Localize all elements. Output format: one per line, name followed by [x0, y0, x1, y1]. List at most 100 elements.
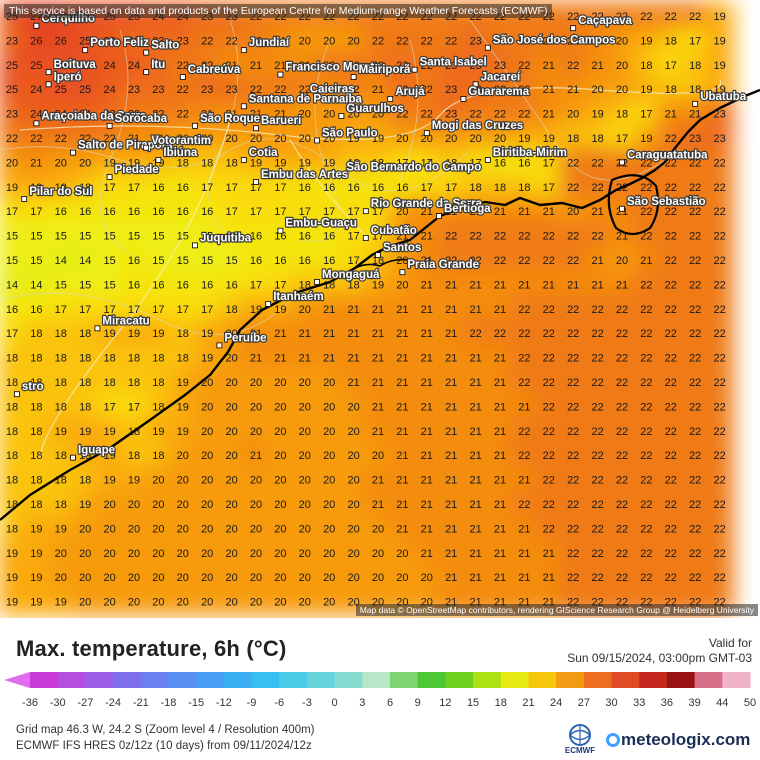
- temperature-cell: [95, 489, 124, 519]
- temperature-cell: [266, 441, 295, 470]
- temperature-value: 22: [616, 450, 628, 462]
- temperature-value: 22: [79, 133, 91, 145]
- city-name: Caieiras: [310, 84, 355, 96]
- city-marker-icon: [143, 49, 150, 56]
- temperature-value: 21: [299, 353, 311, 365]
- temperature-map[interactable]: 2527262525252424232322222222222222222222…: [0, 0, 760, 618]
- temperature-value: 22: [55, 133, 67, 145]
- temperature-value: 21: [372, 475, 384, 487]
- temperature-value: 22: [591, 523, 603, 535]
- temperature-value: 21: [494, 206, 506, 218]
- temperature-value: 22: [567, 231, 579, 243]
- temperature-cell: [534, 563, 563, 592]
- temperature-cell: [144, 489, 173, 519]
- temperature-cell: [193, 270, 222, 299]
- city-name: Caçapava: [578, 15, 632, 27]
- city-name: Cubatão: [371, 225, 417, 237]
- temperature-value: 23: [177, 35, 189, 47]
- temperature-cell: [559, 441, 588, 470]
- temperature-cell: [119, 197, 149, 226]
- temperature-cell: [217, 563, 246, 592]
- temperature-value: 16: [396, 182, 408, 194]
- temperature-value: 20: [274, 133, 286, 145]
- temperature-cell: [22, 75, 51, 104]
- temperature-value: 22: [591, 450, 603, 462]
- temperature-value: 21: [396, 450, 408, 462]
- temperature-value: 22: [713, 304, 725, 316]
- temperature-cell: [22, 587, 51, 616]
- temperature-value: 22: [445, 35, 457, 47]
- temperature-value: 22: [567, 475, 579, 487]
- temperature-cell: [339, 465, 368, 494]
- temperature-value: 18: [79, 328, 91, 340]
- temperature-value: 22: [640, 523, 652, 535]
- map-attribution[interactable]: Map data © OpenStreetMap contributors, r…: [355, 604, 758, 616]
- temperature-value: 22: [225, 35, 237, 47]
- temperature-value: 20: [250, 475, 262, 487]
- temperature-value: 19: [103, 475, 115, 487]
- temperature-value: 16: [274, 231, 286, 243]
- temperature-value: 18: [79, 353, 91, 365]
- temperature-value: 21: [494, 572, 506, 584]
- temperature-value: 21: [421, 328, 433, 340]
- temperature-value: 25: [79, 35, 91, 47]
- temperature-cell: [632, 441, 661, 470]
- temperature-cell: [437, 319, 466, 348]
- temperature-cell: [681, 489, 710, 519]
- temperature-value: 21: [421, 206, 433, 218]
- temperature-value: 20: [299, 304, 311, 316]
- temperature-cell: [534, 489, 563, 519]
- temperature-cell: [315, 392, 344, 421]
- temperature-cell: [607, 465, 637, 494]
- temperature-value: 19: [591, 109, 603, 121]
- temperature-cell: [412, 343, 441, 372]
- temperature-value: 16: [201, 279, 213, 291]
- city-name: Salto de Pirapora: [78, 140, 173, 152]
- temperature-cell: [290, 538, 319, 567]
- temperature-value: 22: [616, 499, 628, 511]
- temperature-value: 18: [177, 328, 189, 340]
- coastline: [0, 88, 760, 521]
- valid-time[interactable]: Sun 09/15/2024, 03:00pm GMT-03: [567, 651, 752, 665]
- temperature-cell: [46, 343, 75, 372]
- temperature-value: 23: [103, 109, 115, 121]
- temperature-cell: [485, 538, 515, 567]
- temperature-cell: [315, 465, 344, 494]
- temperature-cell: [0, 538, 27, 567]
- temperature-value: 18: [30, 450, 42, 462]
- temperature-cell: [266, 197, 295, 226]
- temperature-value: 20: [421, 572, 433, 584]
- temperature-cell: [607, 123, 637, 153]
- temperature-value: 20: [347, 523, 359, 535]
- temperature-cell: [559, 319, 588, 348]
- temperature-value: 22: [347, 84, 359, 96]
- scale-tick-label: 24: [550, 697, 562, 709]
- temperature-value: 20: [152, 475, 164, 487]
- temperature-value: 22: [518, 426, 530, 438]
- temperature-cell: [461, 50, 490, 79]
- temperature-value: 21: [469, 475, 481, 487]
- temperature-cell: [632, 514, 661, 543]
- temperature-value: 22: [689, 572, 701, 584]
- temperature-cell: [71, 563, 100, 592]
- temperature-cell: [144, 172, 173, 201]
- temperature-value: 20: [225, 548, 237, 560]
- temperature-cell: [266, 587, 295, 616]
- temperature-value: 22: [469, 255, 481, 267]
- temperature-cell: [412, 489, 441, 519]
- temperature-cell: [241, 245, 271, 275]
- city-name: Embu-Guaçu: [285, 218, 357, 230]
- temperature-value: 18: [6, 523, 18, 535]
- temperature-cell: [510, 123, 539, 153]
- temperature-value: 15: [103, 279, 115, 291]
- temperature-cell: [217, 197, 246, 226]
- temperature-cell: [485, 514, 515, 543]
- temperature-cell: [339, 123, 368, 153]
- temperature-value: 22: [543, 35, 555, 47]
- temperature-cell: [607, 221, 637, 250]
- temperature-cell: [705, 221, 734, 250]
- scale-tick-label: 30: [605, 697, 617, 709]
- city-name: Jacareí: [481, 71, 521, 83]
- temperature-value: 21: [421, 401, 433, 413]
- brand-logo[interactable]: meteologix.com: [606, 730, 750, 750]
